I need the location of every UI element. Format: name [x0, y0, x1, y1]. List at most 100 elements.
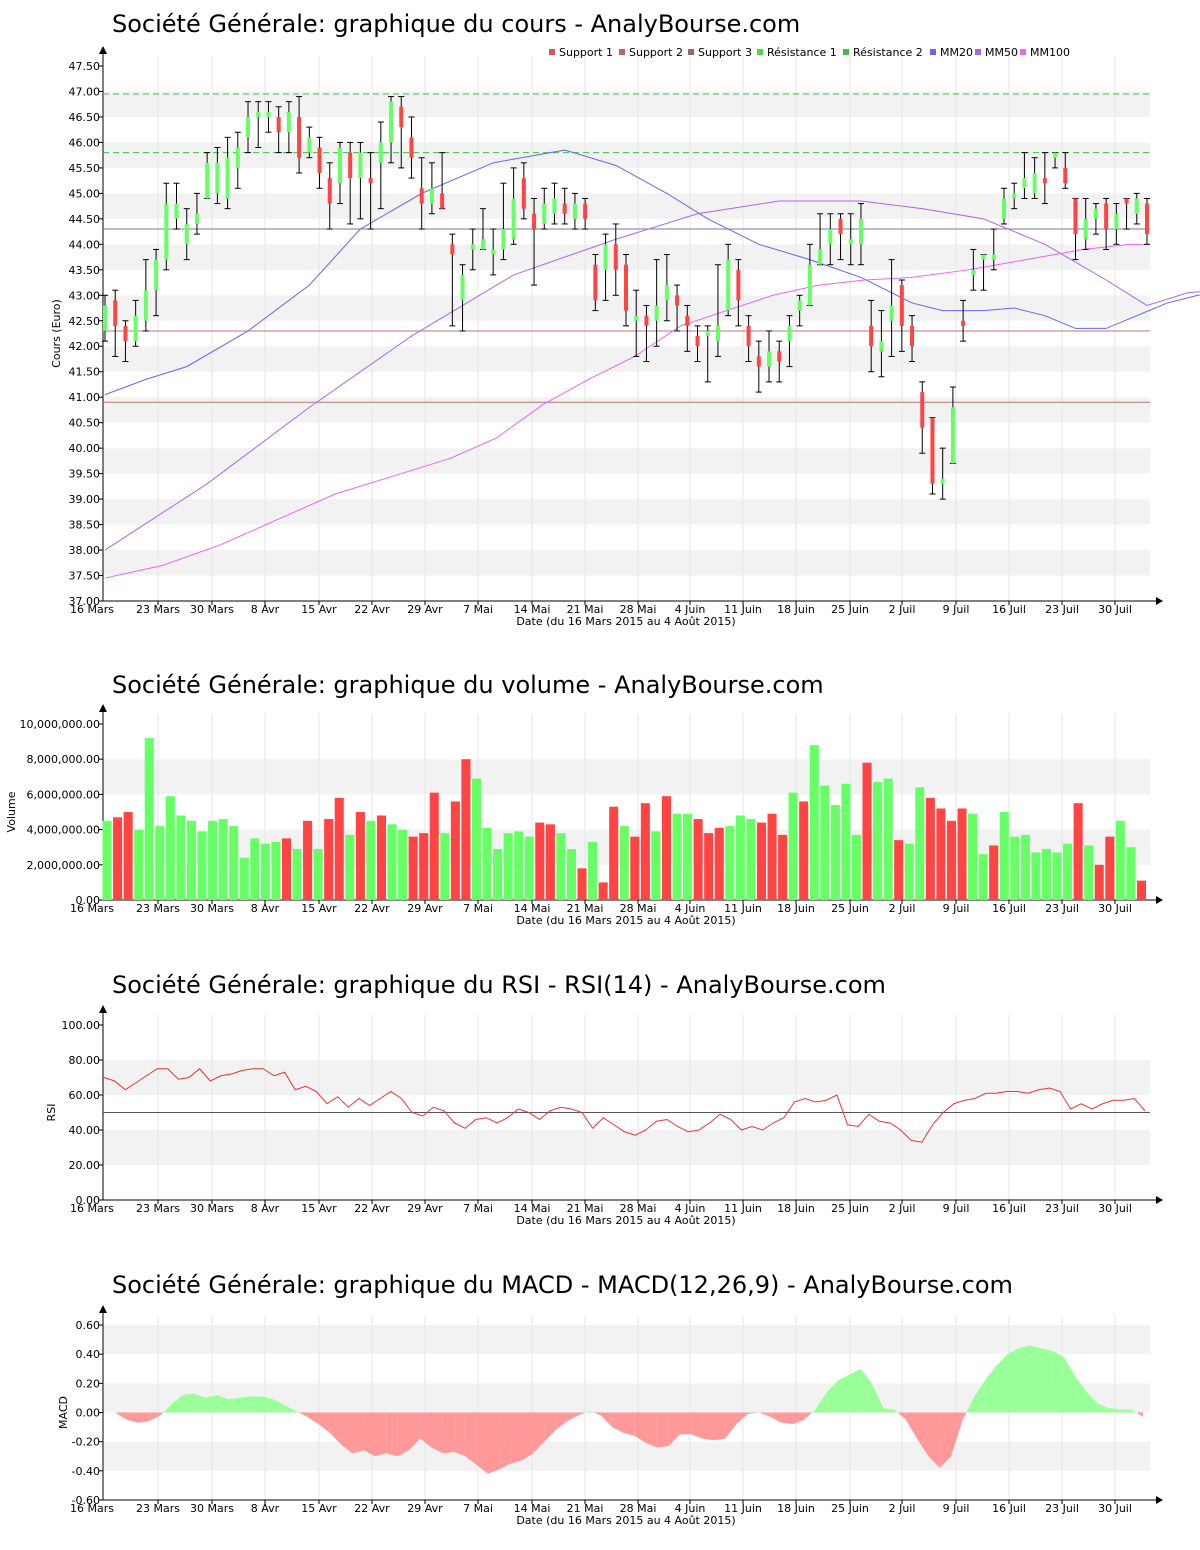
candle-body — [358, 152, 363, 179]
macd-area-positive — [1120, 1409, 1132, 1413]
candle-body — [858, 218, 863, 245]
volume-bar — [165, 796, 175, 900]
macd-area-positive — [228, 1397, 240, 1413]
macd-area-negative — [897, 1412, 906, 1420]
volume-bar — [704, 833, 714, 900]
volume-xtick-label: 22 Avr — [354, 902, 390, 915]
volume-bar — [176, 815, 186, 900]
volume-xtick-label: 4 Juin — [675, 902, 706, 915]
volume-bar — [113, 817, 123, 900]
candle-body — [961, 320, 966, 326]
macd-area-positive — [1041, 1348, 1053, 1413]
candle-body — [756, 356, 761, 367]
price-xtick-label: 8 Avr — [251, 603, 280, 616]
rsi-xtick-label: 16 Juil — [992, 1202, 1026, 1215]
price-band — [103, 91, 1150, 117]
macd-xtick-label: 25 Juin — [831, 1502, 869, 1515]
macd-area-positive — [1052, 1351, 1064, 1413]
volume-bar — [387, 824, 397, 900]
legend-marker — [688, 49, 694, 55]
legend-label: Support 3 — [698, 46, 752, 59]
macd-area-negative — [962, 1412, 967, 1422]
macd-xtick-label: 8 Avr — [251, 1502, 280, 1515]
volume-bar — [524, 836, 534, 900]
mm50-line — [104, 200, 1200, 551]
rsi-xtick-label: 25 Juin — [831, 1202, 869, 1215]
candle-body — [511, 198, 516, 240]
macd-ytick-label: 0.00 — [76, 1407, 101, 1420]
candle-body — [1083, 218, 1088, 240]
candle-body — [194, 213, 199, 224]
volume-bar — [186, 820, 196, 900]
price-band — [103, 397, 1150, 423]
macd-area-negative — [408, 1412, 421, 1451]
macd-yaxis-arrow — [99, 1305, 107, 1313]
volume-bar — [419, 833, 429, 900]
price-yaxis-arrow — [99, 46, 107, 54]
volume-bar — [566, 848, 576, 900]
volume-bar — [408, 836, 418, 900]
macd-xtick-label: 4 Juin — [675, 1502, 706, 1515]
price-xtick-label: 14 Mai — [514, 603, 551, 616]
macd-xtick-label: 18 Juin — [777, 1502, 815, 1515]
volume-bar — [1126, 847, 1136, 900]
macd-area-negative — [465, 1412, 477, 1465]
volume-bar — [355, 812, 365, 900]
macd-area-negative — [634, 1412, 647, 1444]
legend-label: MM20 — [940, 46, 973, 59]
volume-bar — [450, 801, 460, 900]
volume-bar — [862, 762, 872, 900]
volume-xtick-label: 23 Juil — [1045, 902, 1079, 915]
legend-marker — [843, 49, 849, 55]
rsi-xtick-label: 28 Mai — [620, 1202, 657, 1215]
candle-body — [440, 193, 445, 209]
candle-body — [818, 249, 823, 265]
price-band — [103, 167, 1150, 194]
rsi-xtick-label: 22 Avr — [354, 1202, 390, 1215]
volume-bar — [1073, 803, 1083, 900]
candle-body — [348, 152, 353, 179]
price-xtick-label: 18 Juin — [777, 603, 815, 616]
volume-bar — [123, 812, 133, 900]
macd-area-positive — [883, 1408, 895, 1413]
rsi-xtick-label: 21 Mai — [567, 1202, 604, 1215]
volume-bar — [324, 819, 334, 900]
price-band — [103, 371, 1150, 398]
volume-bar — [155, 826, 165, 900]
volume-bar — [1020, 834, 1030, 900]
candle-body — [123, 325, 128, 342]
volume-xtick-label: 8 Avr — [251, 902, 280, 915]
volume-bar — [271, 841, 281, 900]
macd-area-positive — [205, 1395, 217, 1413]
macd-area-positive — [1063, 1357, 1076, 1413]
volume-bar — [1010, 836, 1020, 900]
candle-body — [971, 269, 976, 275]
macd-area-positive — [1131, 1409, 1137, 1413]
candle-body — [746, 325, 751, 347]
volume-bar — [946, 820, 956, 900]
volume-bar — [493, 848, 503, 900]
candle-body — [307, 137, 312, 153]
macd-chart: -0.60 -0.40 -0.20 0.00 0.20 0.40 0.60 16 Mars 23… — [57, 1305, 1163, 1527]
candle-body — [695, 336, 700, 347]
legend-marker — [975, 49, 981, 55]
candle-body — [429, 188, 434, 204]
volume-ylabel: Volume — [5, 791, 18, 832]
macd-band — [103, 1354, 1150, 1384]
volume-xtick-label: 21 Mai — [567, 902, 604, 915]
macd-ytick-label: 0.40 — [76, 1348, 101, 1361]
volume-ytick-label: 8,000,000.00 — [27, 753, 100, 766]
volume-bar — [429, 792, 439, 900]
price-xtick-label: 21 Mai — [567, 603, 604, 616]
macd-area-negative — [668, 1412, 680, 1447]
volume-xtick-label: 2 Juil — [889, 902, 916, 915]
macd-area-negative — [555, 1412, 568, 1430]
price-ytick-label: 46.50 — [69, 111, 101, 124]
candle-body — [889, 305, 894, 321]
rsi-band — [103, 1130, 1150, 1165]
candle-body — [297, 116, 302, 158]
macd-area-negative — [759, 1412, 771, 1417]
macd-band — [103, 1325, 1150, 1355]
macd-area-negative — [905, 1412, 918, 1439]
price-band — [103, 218, 1150, 245]
